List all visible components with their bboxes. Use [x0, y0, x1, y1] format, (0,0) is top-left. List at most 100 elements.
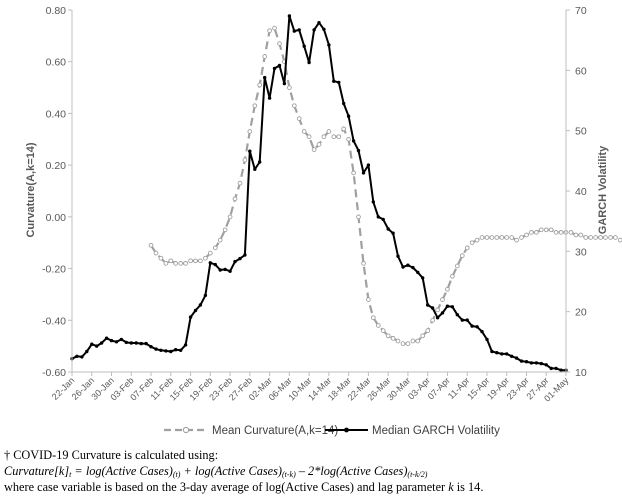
right-tick-label: 30	[575, 246, 587, 258]
data-point-median-garch	[302, 44, 306, 48]
data-point-median-garch	[317, 21, 321, 25]
legend: Mean Curvature(A,k=14) Median GARCH Vola…	[164, 425, 500, 437]
formula-term-1-subscript: (t)	[172, 470, 181, 479]
series-line-mean-curvature	[150, 27, 622, 345]
data-point-mean-curvature	[400, 341, 406, 346]
legend-item-median-garch: Median GARCH Volatility	[325, 425, 500, 437]
data-point-median-garch	[421, 276, 425, 280]
data-point-mean-curvature	[267, 28, 272, 34]
formula-term-2-subscript: (t-k)	[281, 470, 296, 479]
data-point-mean-curvature	[341, 126, 347, 132]
right-tick-label: 10	[575, 367, 587, 379]
legend-marker-mean-curvature	[182, 426, 190, 434]
left-y-axis: 0.80 0.60 0.40 0.20 0.00 -0.20 -0.40 -0.60	[42, 5, 73, 379]
data-point-mean-curvature	[232, 196, 238, 202]
data-point-median-garch	[490, 349, 494, 354]
data-point-mean-curvature	[193, 258, 198, 264]
data-point-mean-curvature	[385, 333, 391, 339]
data-point-mean-curvature	[207, 250, 213, 256]
data-point-median-garch	[109, 338, 114, 343]
legend-label-median-garch: Median GARCH Volatility	[372, 425, 500, 437]
data-point-mean-curvature	[321, 134, 327, 140]
footnote-explanation: where case variable is based on the 3-da…	[4, 479, 618, 495]
data-point-mean-curvature	[370, 315, 376, 321]
data-point-median-garch	[376, 215, 380, 219]
formula-term-1: log(Active Cases)	[85, 464, 173, 478]
data-point-median-garch	[519, 359, 524, 363]
data-point-mean-curvature	[272, 25, 277, 31]
data-point-median-garch	[203, 293, 208, 298]
data-point-mean-curvature	[568, 230, 574, 235]
data-point-median-garch	[322, 27, 326, 31]
explanation-end: is 14.	[453, 480, 484, 494]
data-point-mean-curvature	[450, 273, 455, 279]
data-point-mean-curvature	[395, 338, 401, 344]
data-point-mean-curvature	[183, 261, 188, 266]
data-point-median-garch	[544, 363, 548, 367]
data-point-median-garch	[510, 354, 514, 358]
data-point-mean-curvature	[454, 263, 460, 269]
data-point-median-garch	[292, 29, 296, 33]
data-point-mean-curvature	[613, 235, 618, 240]
data-point-mean-curvature	[247, 129, 253, 134]
data-point-median-garch	[287, 14, 292, 18]
data-point-median-garch	[114, 340, 119, 344]
data-point-mean-curvature	[445, 286, 450, 292]
data-point-mean-curvature	[543, 227, 549, 233]
data-point-median-garch	[450, 305, 455, 309]
data-point-median-garch	[426, 303, 430, 307]
left-tick-label: 0.20	[46, 160, 67, 172]
data-point-mean-curvature	[316, 142, 322, 147]
data-point-median-garch	[346, 114, 351, 118]
data-point-median-garch	[500, 352, 504, 356]
data-point-mean-curvature	[351, 170, 356, 176]
data-point-median-garch	[164, 349, 168, 353]
data-point-mean-curvature	[440, 297, 445, 302]
right-tick-label: 40	[575, 186, 587, 198]
data-point-median-garch	[233, 259, 237, 264]
data-point-median-garch	[193, 308, 198, 313]
data-point-median-garch	[361, 171, 366, 175]
data-point-mean-curvature	[420, 333, 426, 339]
data-point-mean-curvature	[158, 255, 164, 261]
data-point-mean-curvature	[390, 336, 396, 341]
right-y-axis: 70 60 50 40 30 20 10	[565, 5, 587, 379]
data-point-median-garch	[174, 348, 178, 352]
data-point-mean-curvature	[514, 237, 519, 243]
data-point-median-garch	[159, 348, 163, 352]
explanation-text: where case variable is based on the 3-da…	[4, 480, 449, 494]
data-point-mean-curvature	[262, 54, 268, 59]
data-point-mean-curvature	[464, 245, 470, 251]
data-point-median-garch	[534, 361, 539, 365]
data-point-median-garch	[391, 231, 395, 235]
data-point-median-garch	[430, 306, 435, 310]
plot-area	[70, 14, 622, 372]
data-point-median-garch	[263, 75, 267, 80]
data-point-mean-curvature	[356, 214, 361, 220]
formula-plus: +	[180, 464, 195, 478]
formula-term-2: log(Active Cases)	[194, 464, 282, 478]
data-point-mean-curvature	[188, 258, 193, 264]
data-point-mean-curvature	[346, 136, 351, 142]
data-point-mean-curvature	[380, 328, 386, 333]
data-point-mean-curvature	[203, 255, 208, 261]
data-point-mean-curvature	[311, 147, 317, 152]
left-tick-label: -0.40	[42, 315, 66, 327]
left-tick-label: 0.40	[46, 108, 67, 120]
data-point-median-garch	[188, 315, 193, 319]
data-point-mean-curvature	[178, 261, 184, 266]
data-point-median-garch	[539, 361, 543, 366]
data-point-median-garch	[218, 268, 222, 272]
data-point-mean-curvature	[529, 230, 534, 235]
data-point-median-garch	[198, 303, 203, 307]
data-point-median-garch	[455, 313, 459, 317]
data-point-median-garch	[554, 366, 558, 371]
data-point-mean-curvature	[617, 237, 622, 243]
data-point-mean-curvature	[296, 116, 302, 121]
left-tick-label: -0.60	[42, 367, 66, 379]
data-point-median-garch	[514, 356, 519, 360]
data-point-median-garch	[327, 43, 331, 47]
data-point-median-garch	[272, 66, 277, 71]
data-point-median-garch	[208, 261, 212, 265]
data-point-mean-curvature	[504, 235, 510, 240]
